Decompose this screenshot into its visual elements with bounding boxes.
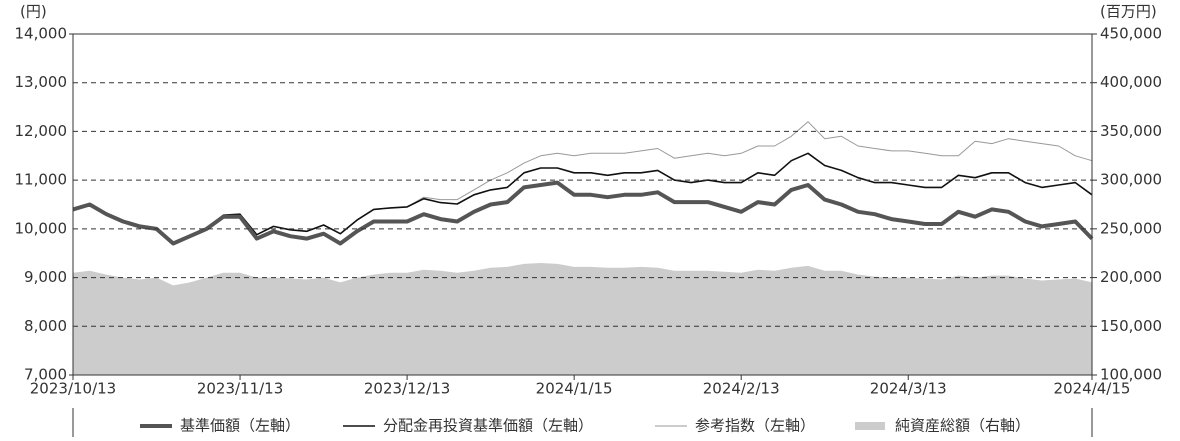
legend-label: 純資産総額（右軸） [895, 417, 1030, 435]
plot-frame [72, 33, 1093, 376]
y-tick-label: 14,000 [15, 25, 68, 43]
legend-label: 分配金再投資基準価額（左軸） [383, 417, 593, 435]
y-unit: (円) [20, 3, 47, 21]
y2-unit: (百万円) [1100, 3, 1157, 21]
x-tick-label: 2023/12/13 [364, 380, 450, 398]
x-tick-label: 2024/3/13 [870, 380, 947, 398]
y2-tick-label: 450,000 [1100, 25, 1162, 43]
y2-tick-label: 200,000 [1100, 268, 1162, 286]
y-tick-label: 8,000 [24, 317, 67, 335]
line [72, 180, 1094, 246]
y2-tick-label: 250,000 [1100, 219, 1162, 237]
y-tick-label: 13,000 [15, 73, 68, 91]
y2-tick-label: 400,000 [1100, 73, 1162, 91]
y2-tick-label: 100,000 [1100, 366, 1162, 384]
legend-label: 基準価額（左軸） [180, 417, 300, 435]
legend-swatch [855, 422, 885, 430]
x-tick-label: 2023/10/13 [30, 380, 116, 398]
y-tick-label: 9,000 [24, 268, 67, 286]
y-tick-label: 7,000 [24, 366, 67, 384]
x-tick-label: 2024/2/13 [703, 380, 780, 398]
line [72, 152, 1093, 245]
x-tick-label: 2023/11/13 [197, 380, 283, 398]
area [73, 263, 1092, 375]
y2-tick-label: 300,000 [1100, 171, 1162, 189]
y-tick-label: 10,000 [15, 219, 68, 237]
y2-tick-label: 350,000 [1100, 122, 1162, 140]
x-tick-label: 2024/1/15 [536, 380, 613, 398]
legend-label: 参考指数（左軸） [695, 417, 815, 435]
y2-tick-label: 150,000 [1100, 317, 1162, 335]
x-tick-label: 2024/4/15 [1054, 380, 1131, 398]
y-tick-label: 11,000 [15, 171, 68, 189]
y-tick-label: 12,000 [15, 122, 68, 140]
